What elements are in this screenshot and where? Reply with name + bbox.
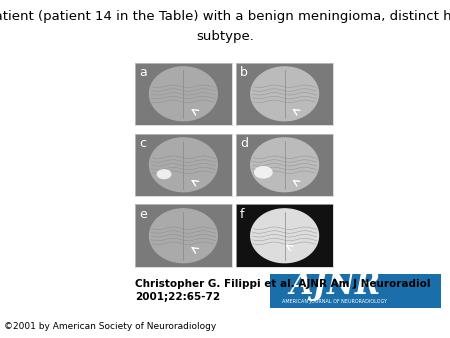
Text: AJNR: AJNR — [289, 270, 381, 301]
Polygon shape — [251, 67, 319, 121]
Polygon shape — [149, 67, 217, 121]
Circle shape — [255, 167, 272, 178]
Text: ©2001 by American Society of Neuroradiology: ©2001 by American Society of Neuroradiol… — [4, 322, 217, 331]
Polygon shape — [149, 138, 217, 192]
Text: AMERICAN JOURNAL OF NEURORADIOLOGY: AMERICAN JOURNAL OF NEURORADIOLOGY — [283, 299, 387, 304]
Text: d: d — [240, 137, 248, 150]
Polygon shape — [251, 209, 319, 263]
Text: Images of a patient (patient 14 in the Table) with a benign meningioma, distinct: Images of a patient (patient 14 in the T… — [0, 10, 450, 23]
Text: 2001;22:65-72: 2001;22:65-72 — [135, 292, 220, 303]
Polygon shape — [251, 138, 319, 192]
Text: a: a — [139, 66, 147, 79]
Text: Christopher G. Filippi et al. AJNR Am J Neuroradiol: Christopher G. Filippi et al. AJNR Am J … — [135, 279, 431, 289]
Polygon shape — [149, 209, 217, 263]
Text: b: b — [240, 66, 248, 79]
Text: subtype.: subtype. — [196, 30, 254, 43]
Text: e: e — [139, 208, 147, 221]
Circle shape — [157, 170, 171, 178]
Text: c: c — [139, 137, 146, 150]
Text: f: f — [240, 208, 245, 221]
